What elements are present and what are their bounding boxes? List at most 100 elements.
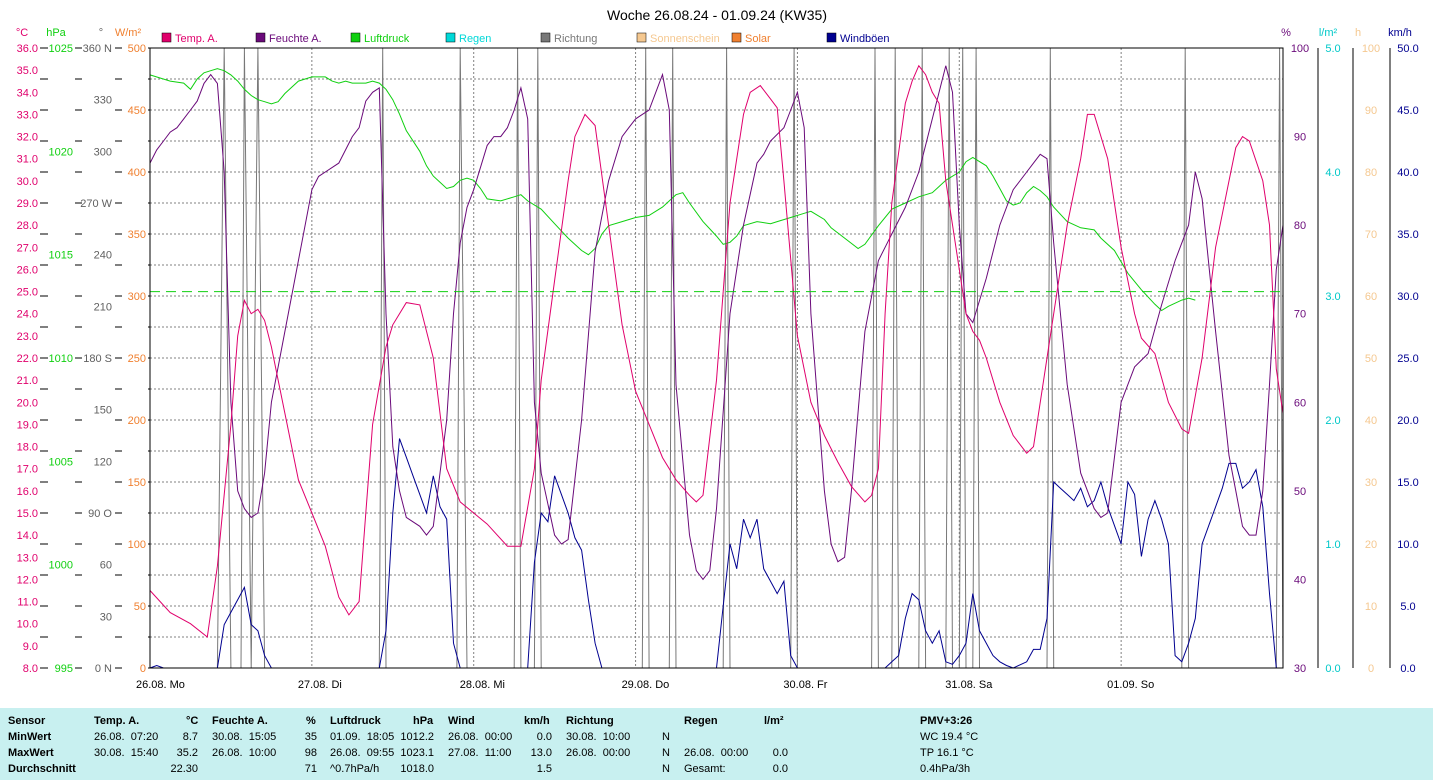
rain-axis-tick: 5.0 bbox=[1325, 43, 1340, 55]
gust-axis-tick: 10.0 bbox=[1397, 539, 1418, 551]
day-label: 30.08. Fr bbox=[783, 679, 827, 691]
direction-axis-tick: 360 N bbox=[83, 43, 112, 55]
series-line-feuchte-a- bbox=[149, 65, 1284, 581]
legend-swatch bbox=[731, 32, 742, 43]
legend-label: Feuchte A. bbox=[269, 33, 322, 45]
temp-time: 26.08. 07:20 bbox=[94, 731, 159, 743]
temp-axis-tick: 25.0 bbox=[17, 287, 38, 299]
gust-axis-unit: km/h bbox=[1388, 27, 1412, 39]
chart-title: Woche 26.08.24 - 01.09.24 (KW35) bbox=[607, 7, 827, 23]
temp-axis-tick: 10.0 bbox=[17, 619, 38, 631]
gust-axis-tick: 40.0 bbox=[1397, 167, 1418, 179]
temp-axis-tick: 22.0 bbox=[17, 353, 38, 365]
temp-axis-tick: 26.0 bbox=[17, 264, 38, 276]
press-value: 1023.1 bbox=[400, 747, 434, 759]
row-label: Durchschnitt bbox=[8, 763, 76, 775]
temp-value: 22.30 bbox=[170, 763, 198, 775]
temp-axis-tick: 14.0 bbox=[17, 530, 38, 542]
temp-axis-unit: °C bbox=[16, 27, 28, 39]
solar-axis-tick: 450 bbox=[128, 105, 146, 117]
gust-axis-tick: 20.0 bbox=[1397, 415, 1418, 427]
legend-label: Temp. A. bbox=[175, 33, 218, 45]
hum-time: 26.08. 10:00 bbox=[212, 747, 277, 759]
temp-axis-tick: 18.0 bbox=[17, 442, 38, 454]
dir-value: N bbox=[662, 747, 670, 759]
chart-grid bbox=[150, 48, 1283, 668]
rain-axis-tick: 4.0 bbox=[1325, 167, 1340, 179]
direction-axis-tick: 180 S bbox=[83, 353, 112, 365]
temp-axis-tick: 29.0 bbox=[17, 198, 38, 210]
press-value: 1012.2 bbox=[400, 731, 434, 743]
direction-axis-tick: 330 bbox=[94, 95, 112, 107]
day-label: 31.08. Sa bbox=[945, 679, 993, 691]
temp-axis-tick: 28.0 bbox=[17, 220, 38, 232]
direction-axis-tick: 270 W bbox=[80, 198, 112, 210]
legend-label: Richtung bbox=[554, 33, 597, 45]
day-label: 28.08. Mi bbox=[460, 679, 505, 691]
temp-value: 8.7 bbox=[182, 731, 198, 743]
humidity-axis-tick: 50 bbox=[1294, 486, 1306, 498]
hdr-press: Luftdruck bbox=[330, 715, 381, 727]
legend-label: Sonnenschein bbox=[650, 33, 720, 45]
rain-axis-tick: 0.0 bbox=[1325, 663, 1340, 675]
press-time: 26.08. 09:55 bbox=[330, 747, 395, 759]
hdr-pmv: PMV+3:26 bbox=[920, 715, 973, 727]
dir-time: 30.08. 10:00 bbox=[566, 731, 631, 743]
dir-value: N bbox=[662, 763, 670, 775]
legend-label: Solar bbox=[745, 33, 771, 45]
day-label: 27.08. Di bbox=[298, 679, 342, 691]
gust-axis-tick: 30.0 bbox=[1397, 291, 1418, 303]
direction-axis-tick: 120 bbox=[94, 456, 112, 468]
wind-value: 0.0 bbox=[536, 731, 552, 743]
temp-axis-tick: 17.0 bbox=[17, 464, 38, 476]
sunshine-axis-tick: 90 bbox=[1365, 105, 1377, 117]
chart-axes: 8.0 9.0 10.0 11.0 12.0 13.0 14.0 15.0 16.0 17.0 18… bbox=[16, 27, 1419, 691]
temp-axis-tick: 32.0 bbox=[17, 132, 38, 144]
humidity-axis-tick: 40 bbox=[1294, 574, 1306, 586]
legend-label: Regen bbox=[459, 33, 491, 45]
humidity-axis-tick: 100 bbox=[1291, 43, 1309, 55]
temp-time: 30.08. 15:40 bbox=[94, 747, 159, 759]
solar-axis-tick: 350 bbox=[128, 229, 146, 241]
temp-axis-tick: 36.0 bbox=[17, 43, 38, 55]
solar-axis-tick: 250 bbox=[128, 353, 146, 365]
legend-label: Luftdruck bbox=[364, 33, 410, 45]
solar-axis-unit: W/m² bbox=[115, 27, 142, 39]
legend-label: Windböen bbox=[840, 33, 890, 45]
rain-value: 0.0 bbox=[772, 747, 788, 759]
direction-axis-tick: 90 O bbox=[88, 508, 112, 520]
humidity-axis-tick: 30 bbox=[1294, 663, 1306, 675]
legend-swatch bbox=[826, 32, 837, 43]
gust-axis-tick: 45.0 bbox=[1397, 105, 1418, 117]
humidity-axis-tick: 60 bbox=[1294, 397, 1306, 409]
press-value: 1018.0 bbox=[400, 763, 434, 775]
hdr-rain: Regen bbox=[684, 715, 718, 727]
direction-axis-tick: 300 bbox=[94, 146, 112, 158]
series-line-temp-a- bbox=[149, 64, 1284, 638]
sunshine-axis-tick: 50 bbox=[1365, 353, 1377, 365]
day-label: 26.08. Mo bbox=[136, 679, 185, 691]
rain-axis-tick: 3.0 bbox=[1325, 291, 1340, 303]
direction-axis-tick: 60 bbox=[100, 560, 112, 572]
legend-swatch bbox=[161, 32, 172, 43]
humidity-axis-tick: 70 bbox=[1294, 309, 1306, 321]
chart-legend: Temp. A. Feuchte A. Luftdruck Regen Richtung… bbox=[161, 32, 890, 45]
gust-axis-tick: 5.0 bbox=[1400, 601, 1415, 613]
series-line-windböen bbox=[149, 438, 1283, 669]
gust-axis-tick: 0.0 bbox=[1400, 663, 1415, 675]
temp-value: 35.2 bbox=[176, 747, 198, 759]
solar-axis-tick: 300 bbox=[128, 291, 146, 303]
pressure-axis-tick: 995 bbox=[55, 663, 73, 675]
direction-axis-tick: 150 bbox=[94, 405, 112, 417]
hum-value: 35 bbox=[304, 731, 317, 743]
temp-axis-tick: 30.0 bbox=[17, 176, 38, 188]
temp-axis-tick: 24.0 bbox=[17, 309, 38, 321]
dir-time: 26.08. 00:00 bbox=[566, 747, 631, 759]
solar-axis-tick: 100 bbox=[128, 539, 146, 551]
temp-axis-tick: 23.0 bbox=[17, 331, 38, 343]
humidity-axis-tick: 90 bbox=[1294, 132, 1306, 144]
sunshine-axis-tick: 100 bbox=[1362, 43, 1380, 55]
legend-swatch bbox=[636, 32, 647, 43]
rain-axis-unit: l/m² bbox=[1319, 27, 1338, 39]
hum-time: 30.08. 15:05 bbox=[212, 731, 277, 743]
